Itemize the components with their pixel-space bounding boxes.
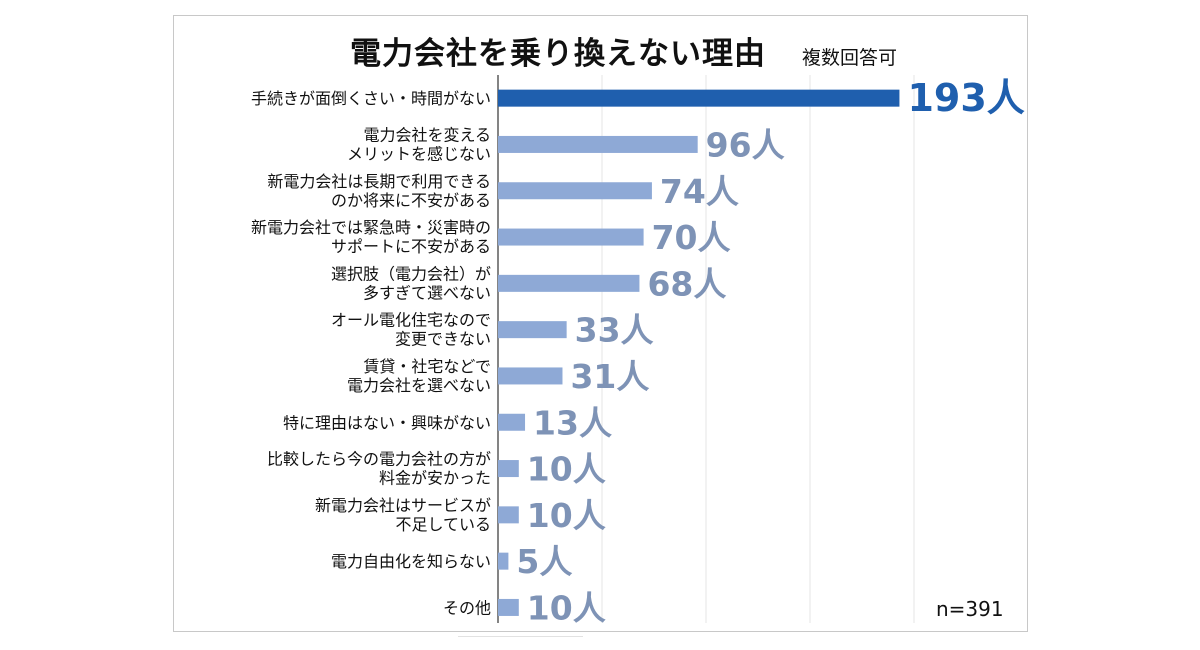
category-label: 手続きが面倒くさい・時間がない — [251, 89, 491, 108]
value-label: 10人 — [527, 450, 606, 489]
category-label: 電力自由化を知らない — [331, 552, 491, 571]
category-label: 多すぎて選べない — [363, 283, 491, 302]
bar — [498, 321, 567, 339]
category-label: 新電力会社はサービスが — [315, 496, 491, 515]
bar — [498, 506, 519, 524]
value-label: 13人 — [533, 403, 612, 442]
category-label: 不足している — [395, 515, 491, 534]
bar — [498, 228, 644, 246]
chart-title: 電力会社を乗り換えない理由 — [350, 36, 766, 72]
bar — [498, 274, 640, 292]
bar — [498, 367, 563, 385]
value-label: 74人 — [660, 172, 739, 211]
value-label: 70人 — [652, 218, 731, 257]
category-label: 変更できない — [395, 330, 491, 349]
category-label: 新電力会社では緊急時・災害時の — [251, 218, 491, 237]
category-label: 比較したら今の電力会社の方が — [267, 450, 491, 469]
value-label: 10人 — [527, 496, 606, 535]
category-label: 電力会社を変える — [363, 125, 491, 144]
bar — [498, 182, 652, 200]
chart-frame — [173, 15, 1028, 632]
value-label: 10人 — [527, 588, 606, 627]
category-label: 特に理由はない・興味がない — [283, 413, 491, 432]
value-label: 68人 — [647, 264, 726, 303]
category-label: メリットを感じない — [347, 144, 491, 163]
category-label: オール電化住宅なので — [331, 311, 491, 330]
bar — [498, 413, 526, 431]
bar — [498, 598, 519, 616]
bar — [498, 552, 509, 570]
gridlines — [601, 75, 915, 623]
category-label: 賃貸・社宅などで — [363, 357, 491, 376]
footer-line — [458, 636, 583, 637]
value-label: 33人 — [575, 311, 654, 350]
value-label: 5人 — [516, 542, 572, 581]
category-label: 選択肢（電力会社）が — [331, 264, 491, 283]
bar — [498, 89, 900, 107]
category-label: のか将来に不安がある — [331, 191, 491, 210]
sample-size-note: n=391 — [936, 597, 1004, 621]
category-label: 料金が安かった — [379, 469, 491, 488]
value-label: 193人 — [907, 76, 1024, 120]
category-label: 電力会社を選べない — [347, 376, 491, 395]
value-label: 31人 — [570, 357, 649, 396]
category-label: その他 — [443, 598, 491, 617]
category-label: サポートに不安がある — [331, 237, 491, 256]
value-label: 96人 — [706, 125, 785, 164]
category-label: 新電力会社は長期で利用できる — [267, 172, 491, 191]
bar — [498, 460, 519, 478]
bar — [498, 135, 698, 153]
chart-subtitle: 複数回答可 — [802, 47, 898, 69]
